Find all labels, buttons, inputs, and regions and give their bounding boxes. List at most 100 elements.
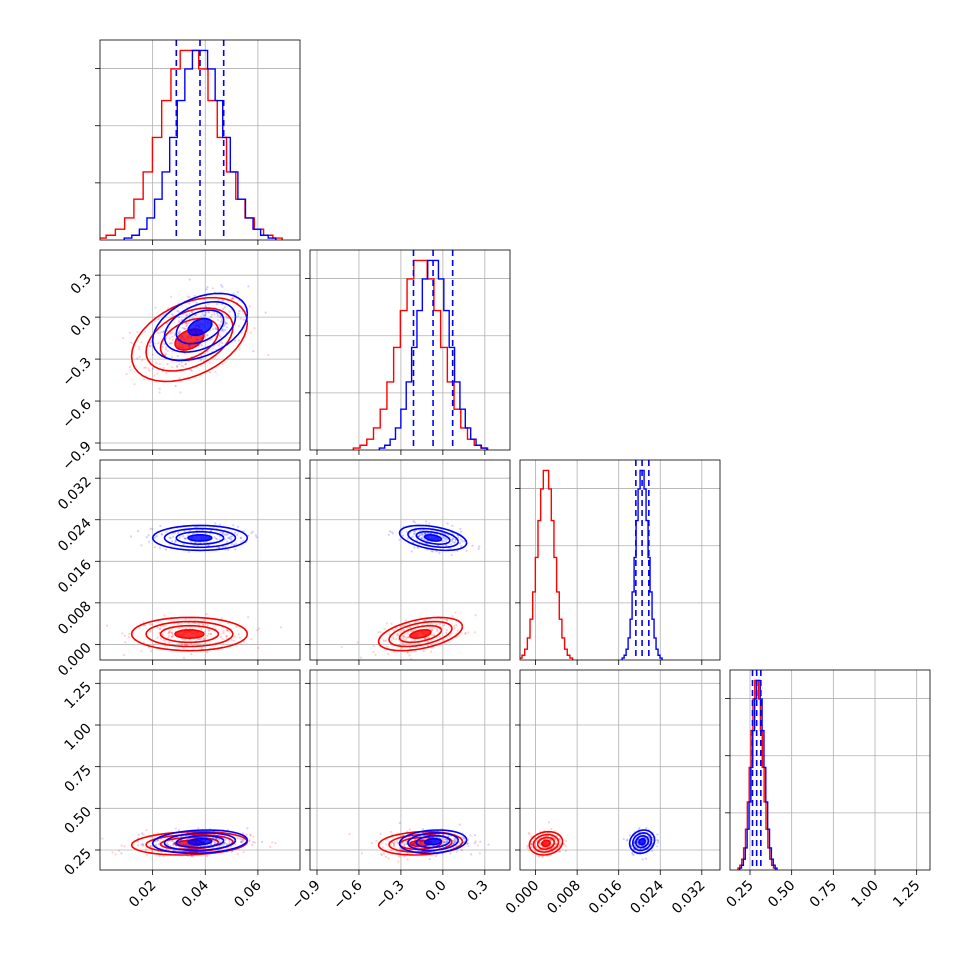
scatter-point-1-0-1-140 [225, 326, 228, 329]
scatter-point-2-1-1-145 [417, 535, 421, 538]
scatter-point-2-1-1-63 [478, 545, 481, 548]
scatter-point-1-0-0-125 [217, 344, 220, 347]
scatter-point-1-0-1-1 [237, 339, 240, 342]
scatter-point-1-0-0-199 [171, 331, 174, 334]
scatter-point-2-1-0-165 [400, 646, 404, 649]
scatter-point-3-0-0-119 [241, 832, 244, 835]
scatter-point-2-1-0-189 [360, 656, 363, 659]
scatter-point-2-0-1-79 [222, 533, 226, 536]
scatter-point-1-0-1-205 [225, 322, 229, 325]
scatter-point-3-0-0-61 [190, 855, 193, 858]
scatter-point-1-0-1-58 [200, 344, 203, 347]
scatter-point-2-1-1-8 [451, 540, 454, 543]
scatter-point-1-0-1-94 [252, 350, 255, 353]
scatter-point-3-0-1-30 [212, 830, 215, 833]
panel-1-0: −0.9 −0.6 −0.3 0.0 0.3 [59, 249, 301, 474]
scatter-point-3-2-0-77 [530, 845, 533, 848]
scatter-point-1-0-1-174 [236, 302, 239, 305]
scatter-point-2-0-0-161 [235, 625, 238, 629]
scatter-point-2-0-0-79 [150, 623, 153, 626]
scatter-point-1-0-0-160 [138, 345, 141, 349]
scatter-point-2-0-0-131 [246, 616, 250, 619]
scatter-point-2-0-1-108 [224, 533, 227, 536]
scatter-point-1-0-1-93 [221, 328, 224, 331]
scatter-point-2-0-1-137 [217, 546, 221, 549]
scatter-point-3-1-0-32 [385, 843, 388, 846]
scatter-point-2-1-1-193 [446, 522, 449, 525]
scatter-point-2-0-1-82 [174, 540, 177, 543]
panel-frame-3-1 [309, 669, 511, 871]
scatter-point-3-2-0-16 [528, 849, 531, 852]
scatter-point-2-0-1-53 [193, 544, 196, 547]
contour-3-1-series-1-1 [415, 835, 451, 849]
scatter-point-1-0-0-52 [165, 346, 168, 349]
scatter-point-3-1-1-182 [446, 839, 449, 842]
scatter-point-1-0-0-213 [187, 322, 190, 325]
scatter-point-3-0-1-91 [228, 839, 231, 842]
scatter-point-2-0-0-217 [171, 634, 174, 637]
scatter-point-3-0-1-34 [137, 833, 140, 836]
scatter-point-1-0-1-13 [202, 297, 206, 301]
scatter-point-1-0-1-63 [199, 359, 202, 362]
scatter-point-3-1-0-17 [385, 855, 388, 859]
scatter-point-3-2-0-125 [552, 846, 555, 849]
scatter-point-2-1-1-139 [459, 544, 463, 548]
panel-3-3: 0.25 0.50 0.75 1.00 1.25 [723, 669, 931, 911]
scatter-point-1-0-0-184 [158, 387, 161, 390]
scatter-point-2-0-0-102 [225, 629, 228, 632]
scatter-point-3-1-1-100 [402, 834, 405, 837]
scatter-point-2-1-1-0 [416, 546, 419, 549]
scatter-point-2-0-1-46 [255, 536, 258, 539]
ytick-label-3-2: 0.75 [61, 762, 94, 795]
panel-frame-2-0 [99, 459, 301, 661]
xtick-label-1-2: −0.3 [372, 878, 407, 913]
scatter-point-1-0-0-200 [186, 295, 189, 298]
scatter-point-3-0-1-126 [240, 838, 244, 841]
contour-3-0-series-1-2 [163, 832, 237, 852]
scatter-point-2-0-0-3 [124, 641, 127, 644]
contour-2-0-series-1-1 [175, 530, 225, 545]
scatter-point-1-0-0-136 [177, 319, 180, 323]
scatter-point-2-1-0-145 [408, 654, 411, 657]
scatter-point-3-0-0-159 [114, 853, 117, 856]
contour-3-0-series-1-0 [187, 837, 213, 846]
scatter-point-2-0-0-169 [161, 633, 164, 636]
scatter-point-1-0-0-191 [149, 344, 152, 348]
scatter-point-1-0-0-103 [155, 362, 158, 365]
scatter-point-2-0-0-193 [200, 638, 203, 641]
scatter-point-3-1-1-204 [453, 837, 456, 840]
scatter-point-1-0-1-6 [202, 314, 205, 317]
scatter-point-3-2-0-138 [554, 843, 557, 846]
scatter-point-3-0-0-174 [236, 837, 239, 840]
scatter-point-2-1-0-111 [438, 635, 442, 639]
scatter-point-3-1-1-143 [406, 830, 409, 833]
scatter-point-1-0-1-17 [247, 285, 250, 288]
scatter-point-3-2-0-201 [558, 850, 562, 853]
contour-2-1-series-1-1 [415, 530, 451, 545]
scatter-point-2-0-0-96 [163, 614, 166, 617]
scatter-point-2-1-1-48 [391, 532, 395, 535]
scatter-point-1-0-0-144 [220, 321, 223, 324]
scatter-point-2-1-1-196 [442, 535, 445, 539]
scatter-point-3-0-0-164 [170, 839, 173, 842]
scatter-point-3-1-0-7 [392, 842, 396, 845]
scatter-point-3-1-1-43 [431, 836, 435, 839]
scatter-point-3-1-1-125 [466, 842, 469, 845]
panel-frame-3-0 [99, 669, 301, 871]
scatter-point-3-0-0-125 [140, 843, 143, 846]
contour-3-0-series-1-3 [151, 829, 249, 855]
scatter-point-2-1-0-152 [431, 628, 434, 632]
scatter-point-2-1-0-3 [426, 623, 429, 626]
scatter-point-3-1-0-94 [453, 838, 456, 842]
scatter-point-3-1-1-190 [461, 836, 464, 839]
scatter-point-3-1-1-92 [466, 842, 469, 845]
scatter-point-3-0-0-105 [142, 833, 145, 836]
scatter-point-1-0-0-45 [183, 327, 186, 330]
scatter-point-2-1-1-160 [412, 520, 415, 523]
scatter-point-3-1-1-135 [429, 830, 432, 833]
scatter-point-3-1-1-101 [462, 837, 466, 840]
panel-body-1-1 [310, 250, 510, 450]
scatter-point-3-1-1-56 [424, 844, 427, 847]
scatter-point-2-1-0-85 [406, 631, 409, 635]
scatter-point-2-1-1-153 [423, 538, 426, 541]
